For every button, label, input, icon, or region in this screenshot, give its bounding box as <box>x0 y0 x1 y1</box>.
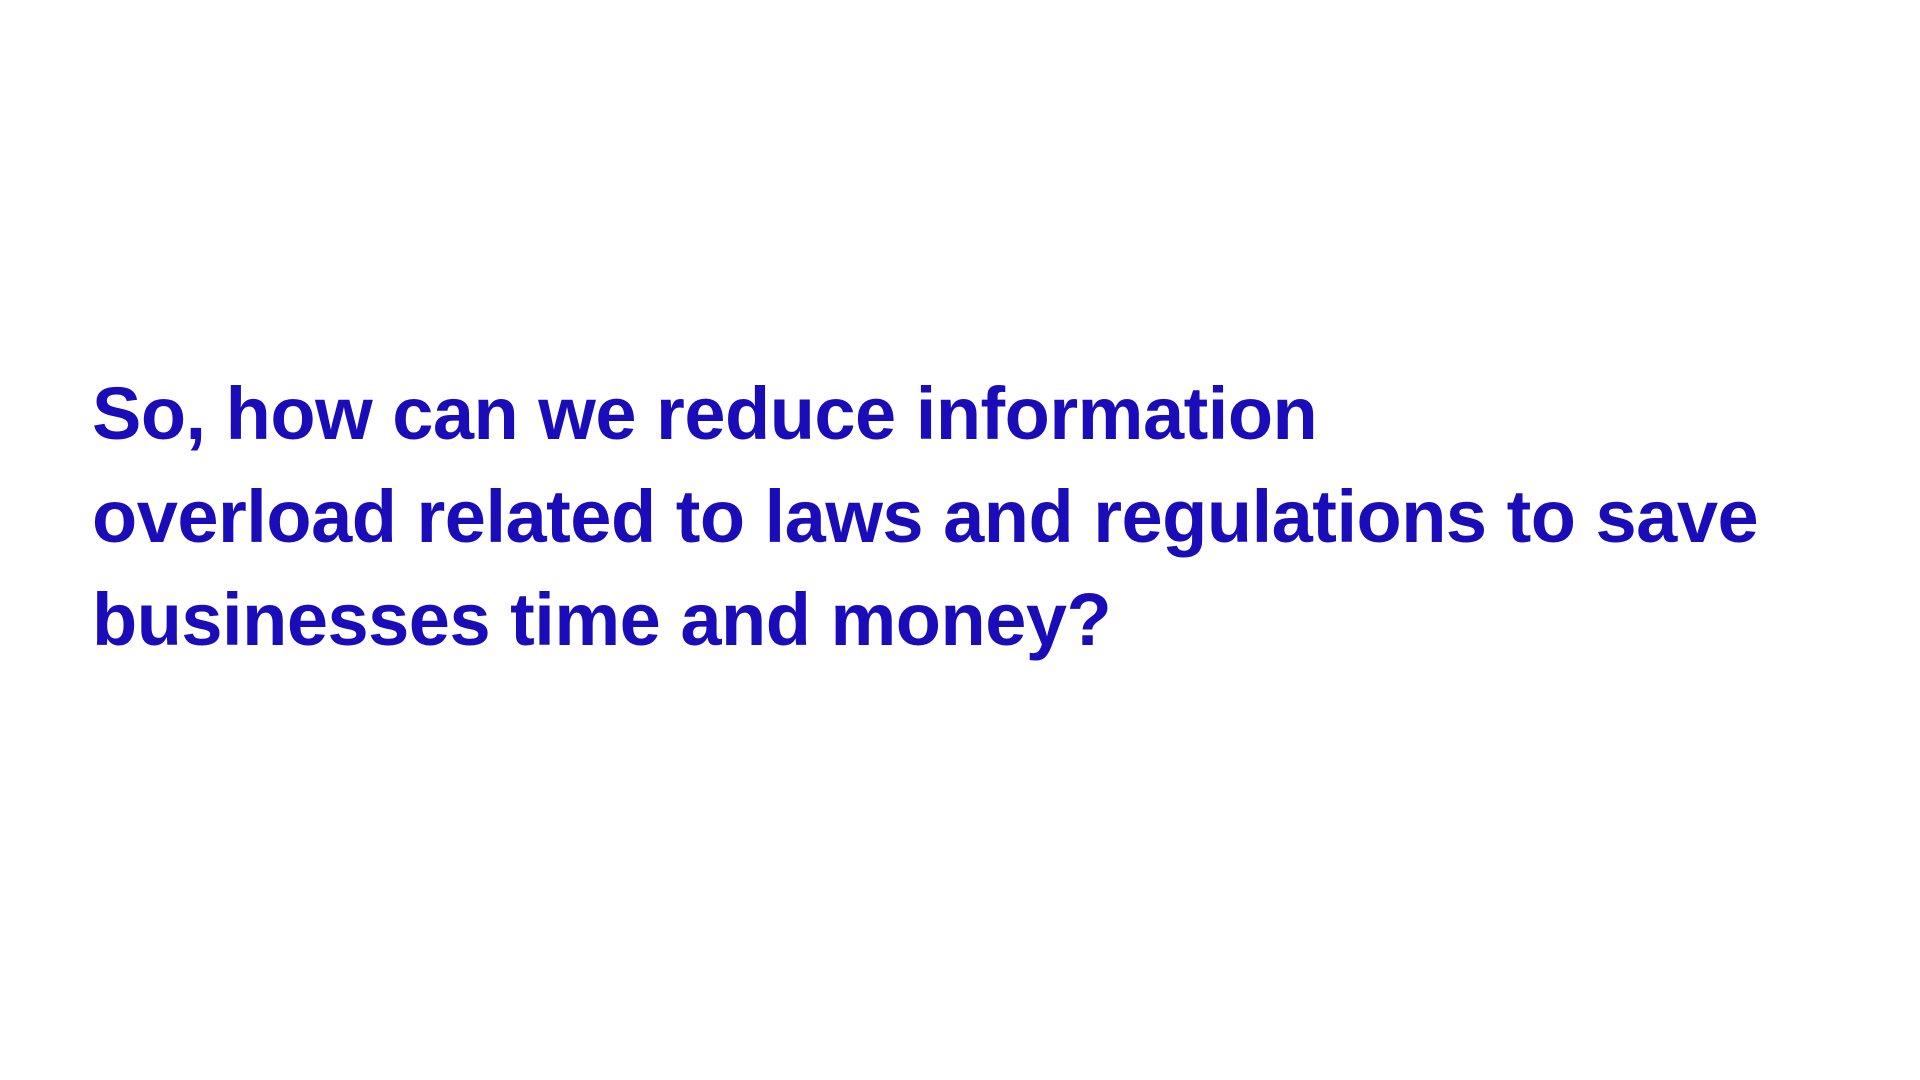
question-line-1: So, how can we reduce information <box>92 372 1318 455</box>
question-line-2: overload related to laws and regulations… <box>92 475 1759 558</box>
question-line-3: businesses time and money? <box>92 578 1112 661</box>
question-text: So, how can we reduce information overlo… <box>92 362 1882 671</box>
